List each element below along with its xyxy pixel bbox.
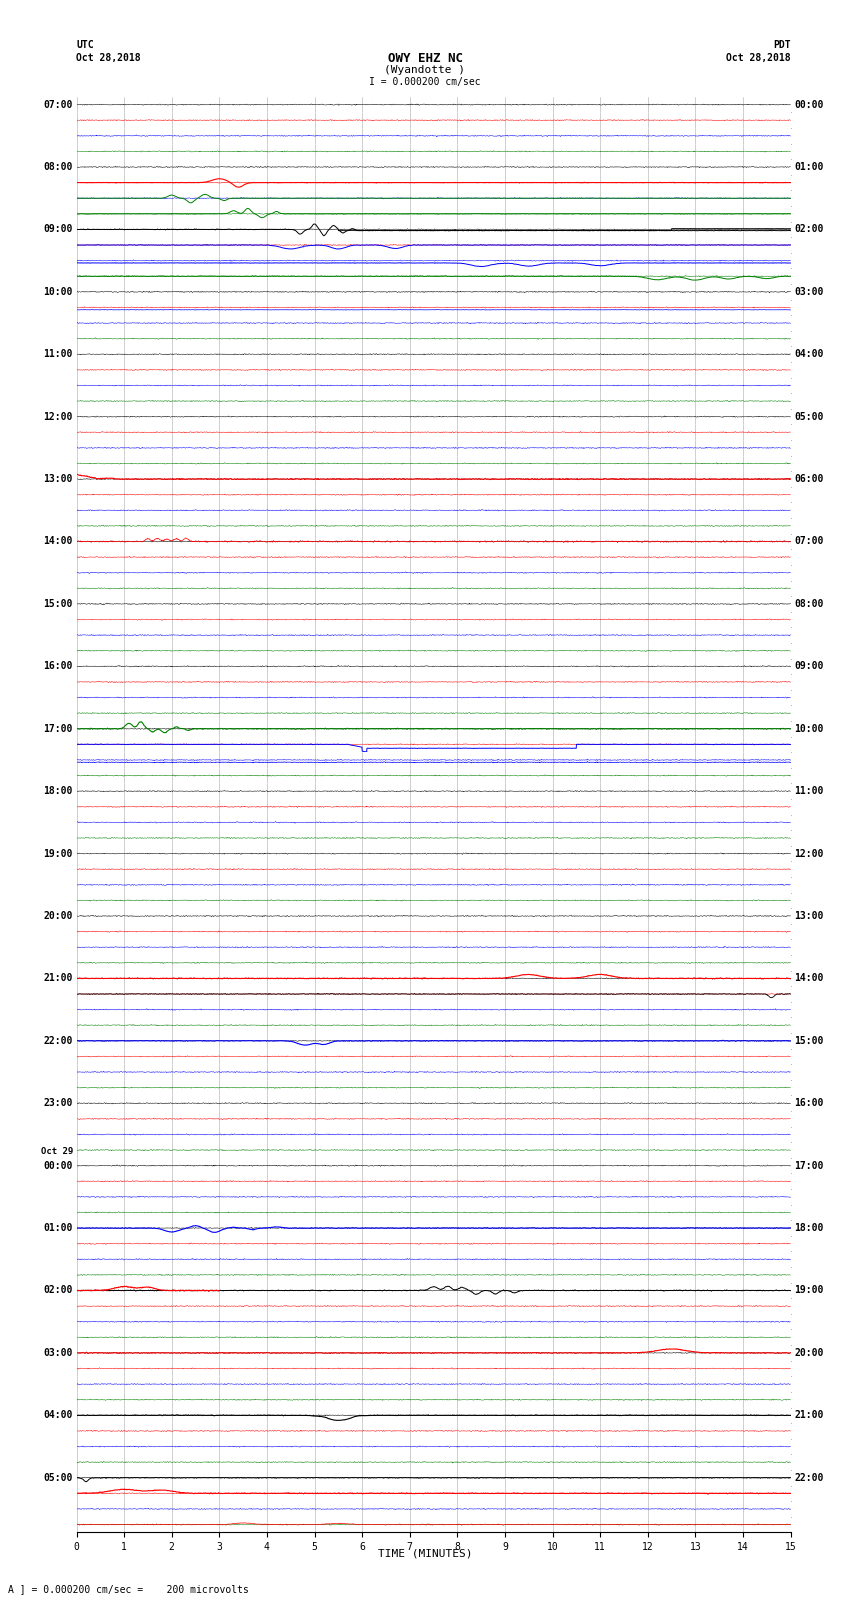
Text: OWY EHZ NC: OWY EHZ NC bbox=[388, 52, 462, 65]
Text: 00:00: 00:00 bbox=[43, 1161, 73, 1171]
Text: 05:00: 05:00 bbox=[794, 411, 824, 421]
Text: 13:00: 13:00 bbox=[43, 474, 73, 484]
Text: 09:00: 09:00 bbox=[794, 661, 824, 671]
Text: 09:00: 09:00 bbox=[43, 224, 73, 234]
Text: 12:00: 12:00 bbox=[794, 848, 824, 858]
Text: 21:00: 21:00 bbox=[794, 1410, 824, 1421]
Text: 14:00: 14:00 bbox=[794, 973, 824, 984]
Text: 07:00: 07:00 bbox=[43, 100, 73, 110]
Text: 19:00: 19:00 bbox=[43, 848, 73, 858]
Text: 01:00: 01:00 bbox=[794, 161, 824, 173]
Text: 01:00: 01:00 bbox=[43, 1223, 73, 1232]
Text: 17:00: 17:00 bbox=[794, 1161, 824, 1171]
Text: 15:00: 15:00 bbox=[794, 1036, 824, 1045]
Text: 16:00: 16:00 bbox=[794, 1098, 824, 1108]
Text: 02:00: 02:00 bbox=[43, 1286, 73, 1295]
Text: 03:00: 03:00 bbox=[43, 1348, 73, 1358]
Text: 04:00: 04:00 bbox=[43, 1410, 73, 1421]
Text: Oct 29: Oct 29 bbox=[41, 1147, 73, 1157]
Text: I = 0.000200 cm/sec: I = 0.000200 cm/sec bbox=[369, 77, 481, 87]
Text: 13:00: 13:00 bbox=[794, 911, 824, 921]
Text: 15:00: 15:00 bbox=[43, 598, 73, 610]
Text: 00:00: 00:00 bbox=[794, 100, 824, 110]
Text: UTC: UTC bbox=[76, 40, 94, 50]
Text: 10:00: 10:00 bbox=[794, 724, 824, 734]
Text: 07:00: 07:00 bbox=[794, 537, 824, 547]
Text: 19:00: 19:00 bbox=[794, 1286, 824, 1295]
Text: 08:00: 08:00 bbox=[794, 598, 824, 610]
Text: Oct 28,2018: Oct 28,2018 bbox=[726, 53, 790, 63]
Text: Oct 28,2018: Oct 28,2018 bbox=[76, 53, 141, 63]
Text: 08:00: 08:00 bbox=[43, 161, 73, 173]
Text: 22:00: 22:00 bbox=[794, 1473, 824, 1482]
Text: 02:00: 02:00 bbox=[794, 224, 824, 234]
Text: 16:00: 16:00 bbox=[43, 661, 73, 671]
Text: 18:00: 18:00 bbox=[794, 1223, 824, 1232]
Text: 18:00: 18:00 bbox=[43, 786, 73, 797]
Text: 05:00: 05:00 bbox=[43, 1473, 73, 1482]
Text: TIME (MINUTES): TIME (MINUTES) bbox=[377, 1548, 473, 1558]
Text: 12:00: 12:00 bbox=[43, 411, 73, 421]
Text: 22:00: 22:00 bbox=[43, 1036, 73, 1045]
Text: 11:00: 11:00 bbox=[43, 350, 73, 360]
Text: PDT: PDT bbox=[773, 40, 790, 50]
Text: 20:00: 20:00 bbox=[794, 1348, 824, 1358]
Text: A ] = 0.000200 cm/sec =    200 microvolts: A ] = 0.000200 cm/sec = 200 microvolts bbox=[8, 1584, 249, 1594]
Text: 06:00: 06:00 bbox=[794, 474, 824, 484]
Text: 04:00: 04:00 bbox=[794, 350, 824, 360]
Text: 10:00: 10:00 bbox=[43, 287, 73, 297]
Text: 14:00: 14:00 bbox=[43, 537, 73, 547]
Text: 20:00: 20:00 bbox=[43, 911, 73, 921]
Text: 21:00: 21:00 bbox=[43, 973, 73, 984]
Text: 17:00: 17:00 bbox=[43, 724, 73, 734]
Text: 11:00: 11:00 bbox=[794, 786, 824, 797]
Text: 23:00: 23:00 bbox=[43, 1098, 73, 1108]
Text: (Wyandotte ): (Wyandotte ) bbox=[384, 65, 466, 74]
Text: 03:00: 03:00 bbox=[794, 287, 824, 297]
